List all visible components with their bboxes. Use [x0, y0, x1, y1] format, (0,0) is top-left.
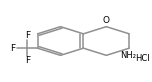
Text: NH₂: NH₂: [121, 51, 136, 60]
Text: F: F: [25, 31, 30, 40]
Text: F: F: [25, 56, 30, 65]
Text: F: F: [10, 44, 15, 53]
Text: O: O: [103, 16, 110, 25]
Text: HCl: HCl: [136, 54, 150, 62]
